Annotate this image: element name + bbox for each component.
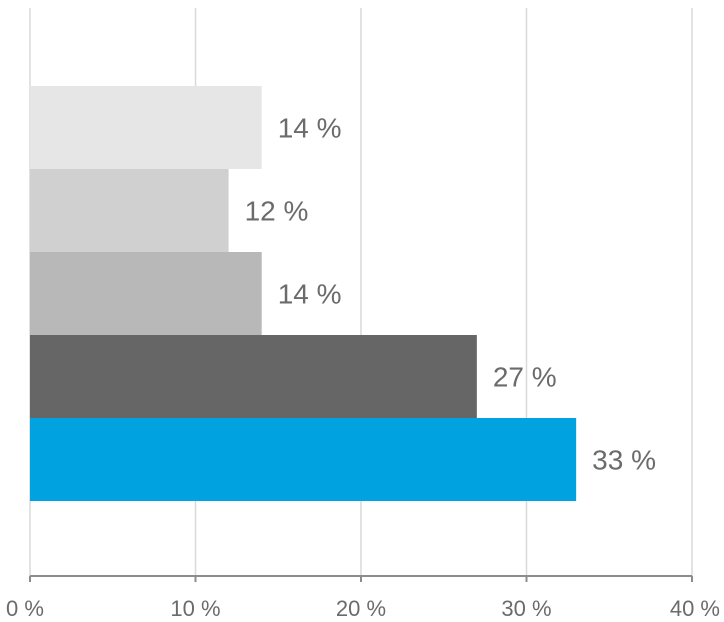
x-tick-labels: 0 % 10 % 20 % 30 % 40 % [6, 576, 720, 621]
data-label: 14 % [278, 279, 342, 310]
bars [30, 86, 577, 501]
x-tick-label: 40 % [670, 596, 720, 621]
bar [30, 86, 262, 169]
x-tick-label: 30 % [501, 596, 551, 621]
data-label: 12 % [245, 196, 309, 227]
bar [30, 418, 577, 501]
data-label: 33 % [592, 445, 656, 476]
bar [30, 169, 229, 252]
data-label: 27 % [493, 362, 557, 393]
x-tick-label: 0 % [6, 596, 44, 621]
data-labels: 14 % 12 % 14 % 27 % 33 % [245, 113, 656, 476]
bar [30, 335, 477, 418]
x-tick-label: 20 % [336, 596, 386, 621]
bar [30, 252, 262, 335]
data-label: 14 % [278, 113, 342, 144]
x-tick-label: 10 % [170, 596, 220, 621]
